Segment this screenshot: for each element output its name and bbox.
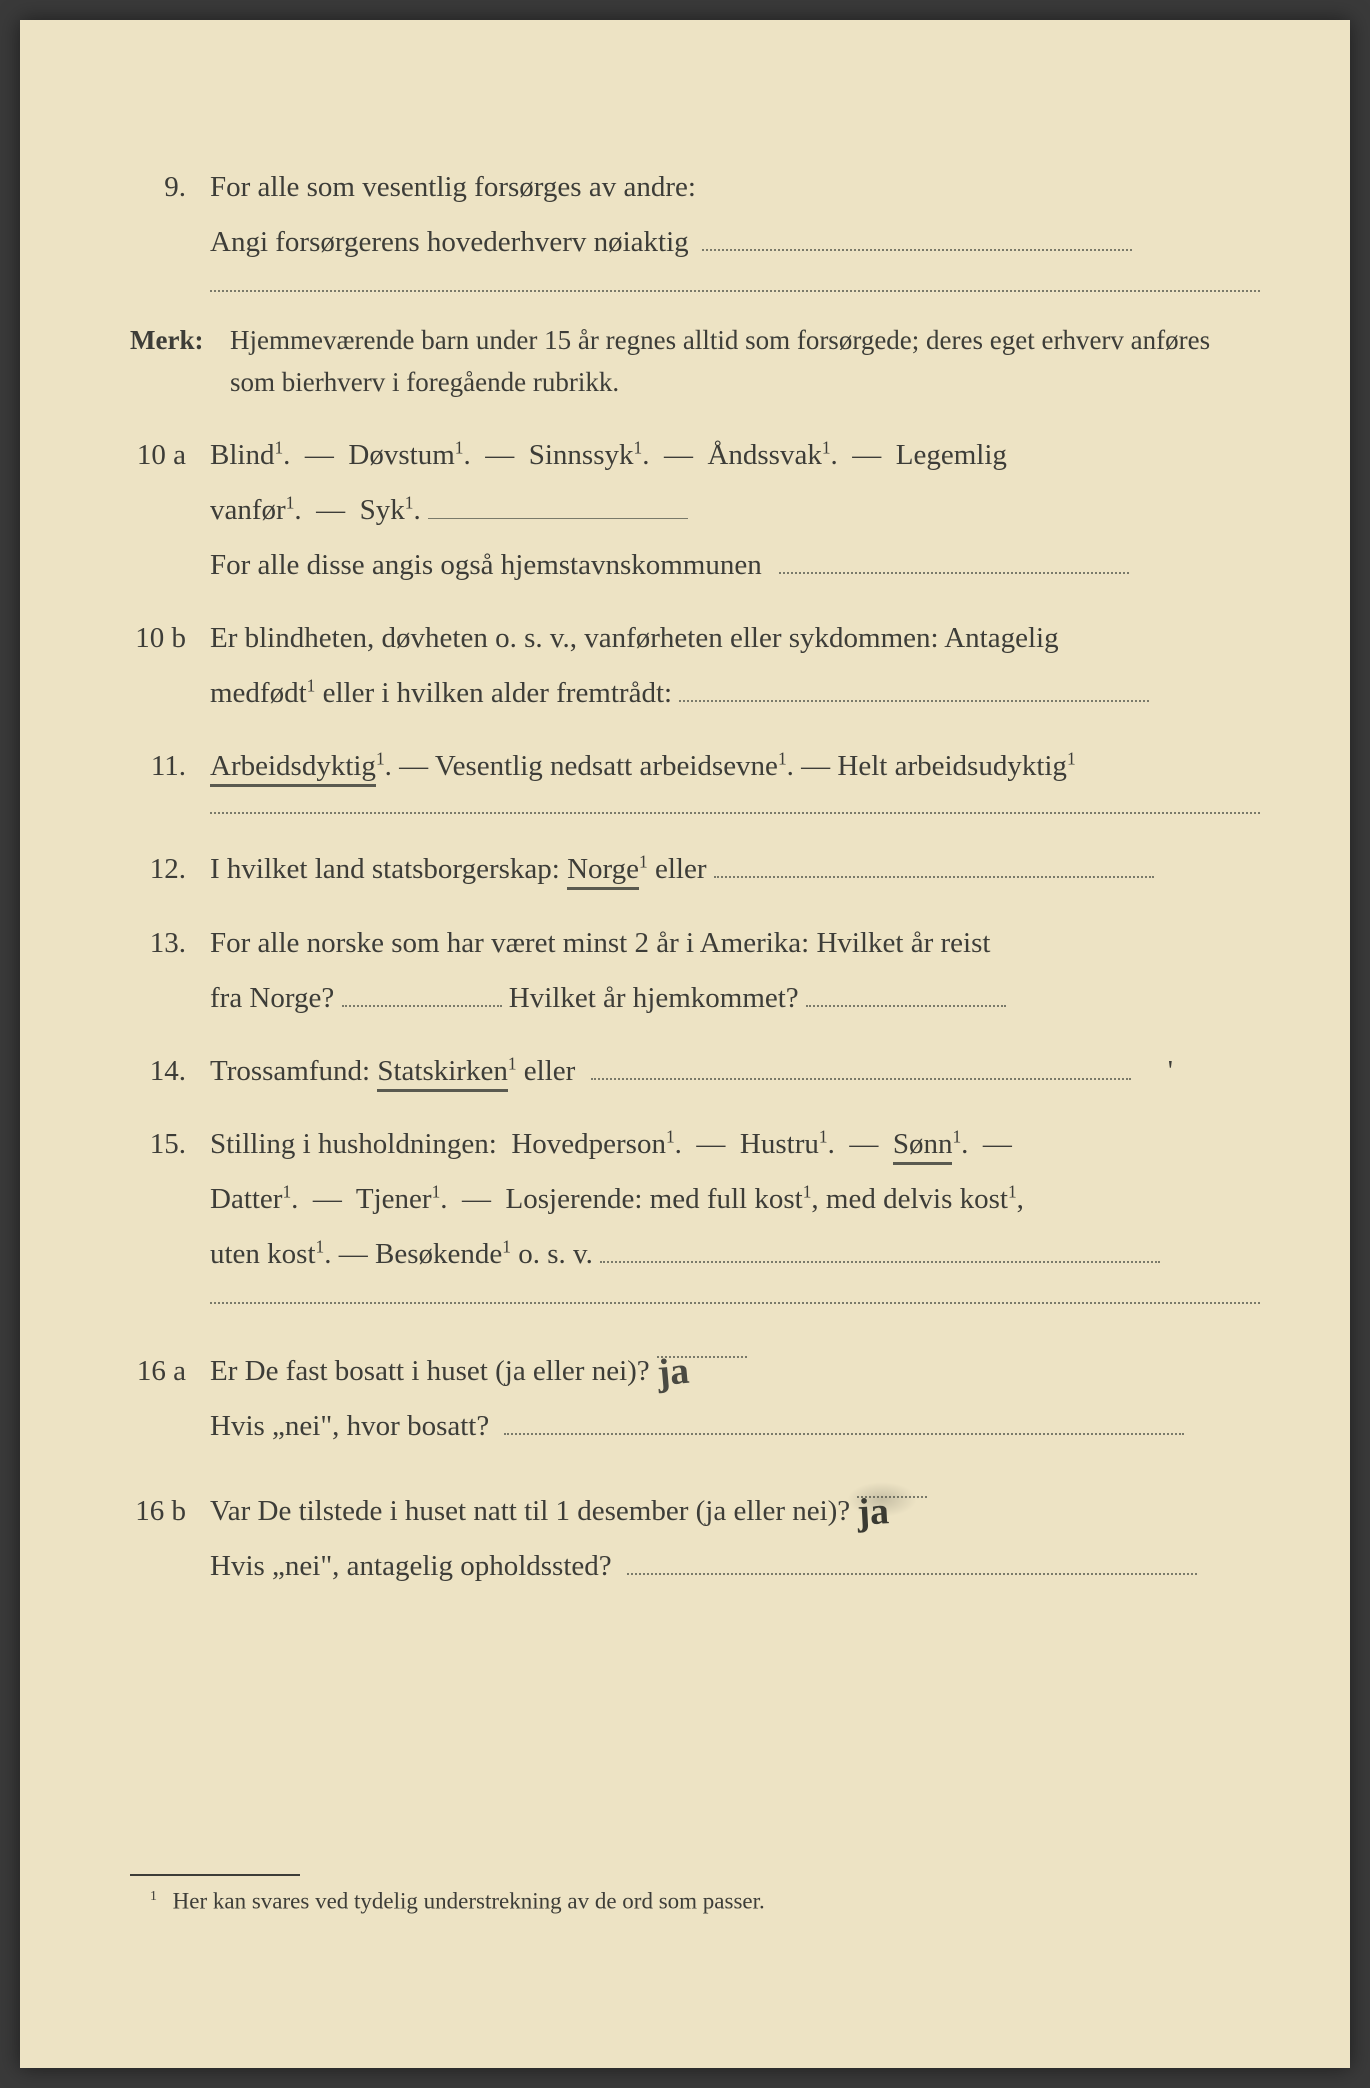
q10b-number: 10 b [130, 611, 210, 666]
question-15: 15. Stilling i husholdningen: Hovedperso… [130, 1117, 1260, 1282]
q16b-number: 16 b [130, 1484, 210, 1539]
fill-line [210, 290, 1260, 292]
q14-number: 14. [130, 1044, 210, 1099]
q10a-line3: For alle disse angis også hjemstavnskomm… [210, 538, 1260, 593]
q9-line1: For alle som vesentlig forsørges av andr… [210, 160, 1260, 215]
fill-line [806, 981, 1006, 1007]
fill-line [210, 1302, 1260, 1304]
footnote-rule [130, 1874, 300, 1876]
question-12: 12. I hvilket land statsborgerskap: Norg… [130, 842, 1260, 897]
fill-line [779, 548, 1129, 574]
q16b-line1: Var De tilstede i huset natt til 1 desem… [210, 1472, 1260, 1539]
note-merk: Merk: Hjemmeværende barn under 15 år reg… [130, 320, 1260, 404]
q11-content: Arbeidsdyktig1. — Vesentlig nedsatt arbe… [210, 739, 1260, 794]
fill-line [679, 676, 1149, 702]
fill-line [591, 1054, 1131, 1080]
q13-line1: For alle norske som har været minst 2 år… [210, 916, 1260, 971]
document-page: 9. For alle som vesentlig forsørges av a… [20, 20, 1350, 2068]
q13-line2: fra Norge? Hvilket år hjemkommet? [210, 971, 1260, 1026]
answer-field: ja [657, 1332, 747, 1358]
question-16b: 16 b Var De tilstede i huset natt til 1 … [130, 1472, 1260, 1594]
q10a-line1: Blind1. — Døvstum1. — Sinnssyk1. — Åndss… [210, 428, 1260, 483]
q9-number: 9. [130, 160, 210, 215]
q12-content: I hvilket land statsborgerskap: Norge1 e… [210, 842, 1260, 897]
q16b-line2: Hvis „nei", antagelig opholdssted? [210, 1539, 1260, 1594]
question-10a: 10 a Blind1. — Døvstum1. — Sinnssyk1. — … [130, 428, 1260, 593]
q16a-number: 16 a [130, 1344, 210, 1399]
question-9: 9. For alle som vesentlig forsørges av a… [130, 160, 1260, 270]
q16a-line1: Er De fast bosatt i huset (ja eller nei)… [210, 1332, 1260, 1399]
fill-line [504, 1409, 1184, 1435]
question-13: 13. For alle norske som har været minst … [130, 916, 1260, 1026]
fill-line [210, 812, 1260, 814]
q16a-line2: Hvis „nei", hvor bosatt? [210, 1399, 1260, 1454]
fill-line [702, 225, 1132, 251]
q15-line2: Datter1. — Tjener1. — Losjerende: med fu… [210, 1172, 1260, 1227]
merk-label: Merk: [130, 320, 230, 362]
question-11: 11. Arbeidsdyktig1. — Vesentlig nedsatt … [130, 739, 1260, 794]
answer-field: ja [857, 1472, 927, 1498]
q12-number: 12. [130, 842, 210, 897]
q9-line2: Angi forsørgerens hovederhverv nøiaktig [210, 215, 1260, 270]
q11-number: 11. [130, 739, 210, 794]
fill-line [342, 981, 502, 1007]
q10b-line1: Er blindheten, døvheten o. s. v., vanfør… [210, 611, 1260, 666]
fill-line [600, 1237, 1160, 1263]
q13-number: 13. [130, 916, 210, 971]
footnote: 1 Her kan svares ved tydelig understrekn… [150, 1888, 1260, 1915]
question-16a: 16 a Er De fast bosatt i huset (ja eller… [130, 1332, 1260, 1454]
q15-line1: Stilling i husholdningen: Hovedperson1. … [210, 1117, 1260, 1172]
handwritten-answer: ja [654, 1335, 692, 1410]
q10b-line2: medfødt1 eller i hvilken alder fremtrådt… [210, 666, 1260, 721]
q15-line3: uten kost1. — Besøkende1 o. s. v. [210, 1227, 1260, 1282]
question-10b: 10 b Er blindheten, døvheten o. s. v., v… [130, 611, 1260, 721]
q14-content: Trossamfund: Statskirken1 eller ' [210, 1044, 1260, 1099]
q10a-line2: vanfør1. — Syk1. [210, 483, 1260, 538]
fill-line [714, 852, 1154, 878]
q10a-number: 10 a [130, 428, 210, 483]
fill-line [428, 493, 688, 519]
merk-text: Hjemmeværende barn under 15 år regnes al… [230, 320, 1260, 404]
fill-line [627, 1549, 1197, 1575]
q15-number: 15. [130, 1117, 210, 1172]
question-14: 14. Trossamfund: Statskirken1 eller ' [130, 1044, 1260, 1099]
pencil-smudge [847, 1482, 917, 1517]
